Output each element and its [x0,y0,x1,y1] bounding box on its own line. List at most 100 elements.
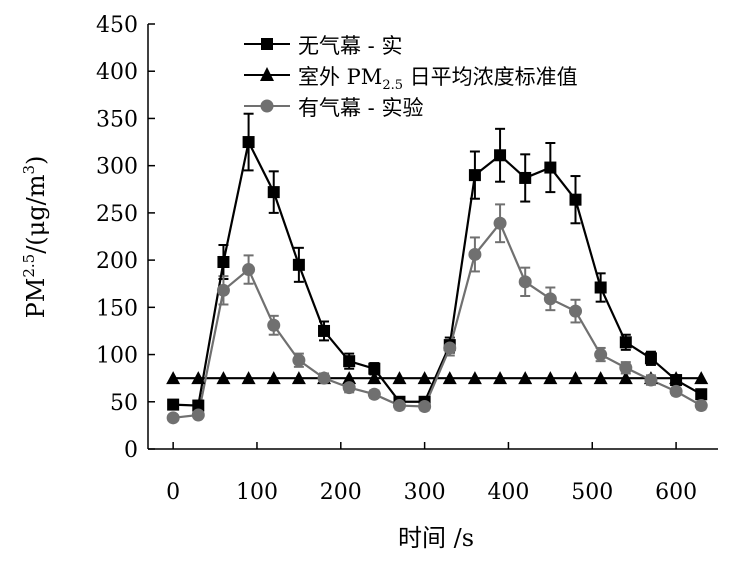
data-point-square [494,149,507,162]
legend-marker-3 [260,99,274,113]
data-point-circle [392,399,406,413]
data-point-square [242,136,255,149]
y-tick-label: 150 [96,296,138,321]
y-tick-label: 350 [96,107,138,132]
legend-entry-2: 室外 PM2.5 日平均浓度标准值 [244,65,578,93]
series-line-3 [173,221,702,419]
data-point-circle [569,304,582,318]
data-point-square [292,258,305,271]
legend-entry-3: 有气幕 - 实验 [244,96,423,120]
data-point-circle [191,408,205,422]
data-point-circle [342,381,356,395]
x-tick-label: 600 [655,480,697,505]
legend-label-2-sub: 2.5 [382,78,403,93]
data-point-circle [317,371,331,385]
legend-label-3: 有气幕 - 实验 [298,96,423,120]
legend-marker-2 [260,67,274,81]
data-point-circle [644,373,658,387]
data-point-triangle [216,371,231,385]
x-tick-label: 500 [571,480,613,505]
data-point-triangle [241,371,256,385]
data-point-square [519,171,532,184]
y-axis-label-sup2: 3 [20,165,38,175]
data-point-triangle [166,371,181,385]
legend-entry-1: 无气幕 - 实 [244,34,402,58]
data-point-circle [468,247,482,261]
y-tick-label: 250 [96,202,138,227]
y-axis-label-mid: /(μg/m [22,174,50,253]
axes [147,24,718,450]
series-line-1 [173,138,702,407]
legend-label-2-pre: 室外 PM [298,65,382,89]
series-lines [173,138,702,419]
data-point-triangle [342,371,357,385]
data-point-triangle [442,371,457,385]
x-tick-label: 300 [404,480,446,505]
x-axis-ticks: 0 100 200 300 400 500 600 [166,442,697,505]
data-point-square [217,256,230,268]
y-tick-label: 400 [96,60,138,85]
data-point-square [267,186,280,199]
y-axis-label-sup1: 2.5 [20,254,38,278]
data-point-triangle [669,371,684,385]
data-point-circle [216,283,230,297]
x-axis-label: 时间 /s [398,524,474,552]
y-tick-label: 450 [96,13,138,38]
legend-marker-1 [261,38,273,50]
y-axis-label-pre: PM [22,278,50,319]
data-point-triangle [191,371,206,385]
data-point-circle [669,384,683,398]
data-point-circle [267,318,281,332]
data-point-circle [443,341,457,355]
data-point-square [468,169,481,182]
y-axis-ticks: 0 50 100 150 200 250 300 350 400 450 [96,13,155,463]
data-point-square [544,161,557,174]
y-tick-label: 50 [110,391,138,416]
data-point-triangle [417,371,432,385]
y-tick-label: 200 [96,249,138,274]
data-point-triangle [593,371,608,385]
data-point-square [619,336,632,349]
data-point-triangle [543,371,558,385]
data-point-triangle [266,371,281,385]
data-point-triangle [518,371,533,385]
data-point-circle [242,263,256,277]
data-point-triangle [694,371,709,385]
legend: 无气幕 - 实 室外 PM2.5 日平均浓度标准值 有气幕 - 实验 [244,34,578,120]
data-point-circle [594,348,608,362]
data-point-circle [418,400,432,413]
data-point-square [695,388,708,401]
x-tick-label: 400 [487,480,529,505]
data-point-square [644,352,657,365]
data-point-square [318,324,331,337]
y-axis-label-post: ) [22,156,50,165]
x-tick-label: 100 [236,480,278,505]
x-tick-label: 200 [320,480,362,505]
data-point-circle [694,399,708,413]
data-point-square [368,362,381,375]
data-point-circle [292,353,306,367]
data-point-square [343,355,356,368]
data-point-circle [518,275,532,289]
data-point-square [594,281,607,294]
data-point-circle [166,411,180,425]
data-point-square [569,193,582,206]
y-axis-label: PM2.5/(μg/m3) [20,156,50,319]
data-point-square [192,399,205,412]
data-point-triangle [367,371,382,385]
y-tick-label: 300 [96,155,138,180]
series-markers [166,136,709,425]
legend-label-2: 室外 PM2.5 日平均浓度标准值 [298,65,578,93]
legend-label-2-post: 日平均浓度标准值 [403,65,578,89]
data-point-triangle [392,371,407,385]
data-point-square [167,398,180,411]
data-point-triangle [618,371,633,385]
data-point-triangle [568,371,583,385]
data-point-triangle [493,371,508,385]
data-point-circle [493,216,507,230]
x-tick-label: 0 [166,480,180,505]
data-point-circle [367,387,381,401]
y-tick-label: 100 [96,344,138,369]
legend-label-1: 无气幕 - 实 [298,34,402,58]
